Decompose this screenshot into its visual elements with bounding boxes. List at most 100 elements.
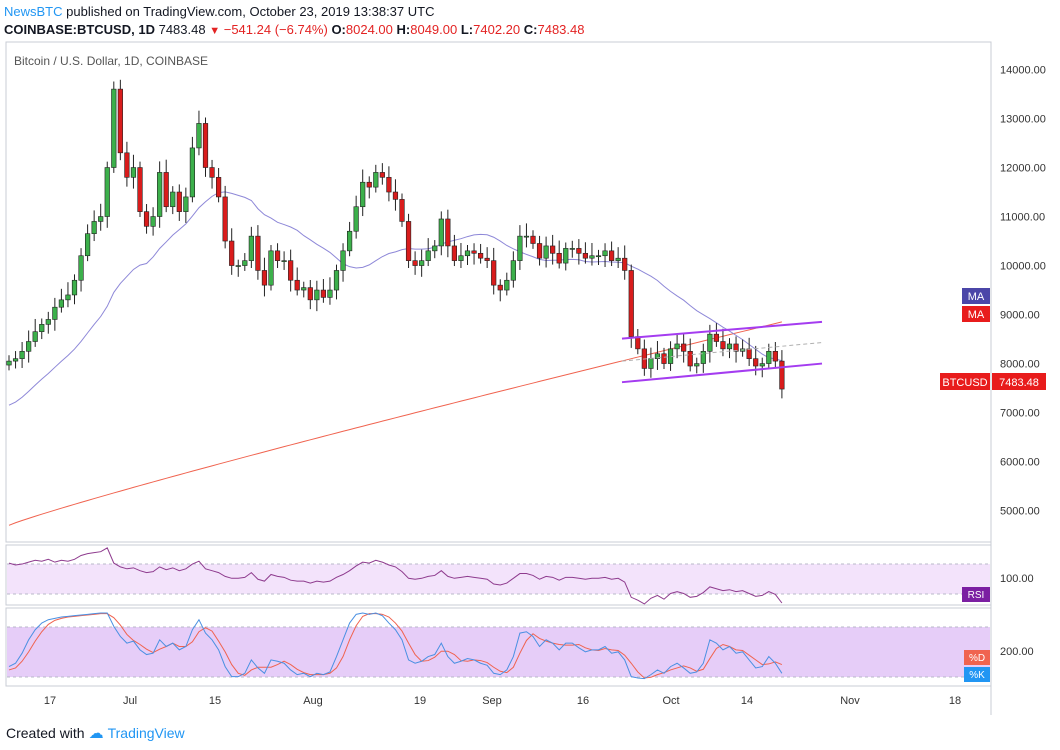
time-tick-label: Aug	[303, 695, 323, 707]
candle-body	[399, 199, 405, 222]
price-axis: 14000.00 13000.00 12000.00 11000.00 10000.00…	[1000, 65, 1046, 518]
channel-lower	[621, 362, 823, 384]
candle-body	[674, 343, 680, 350]
candle-body	[523, 235, 530, 238]
candle-body	[170, 191, 176, 208]
ma-label-200-bg	[962, 306, 990, 322]
tradingview-brand[interactable]: TradingView	[107, 725, 185, 741]
open-label: O:	[331, 22, 346, 37]
candle-body	[504, 279, 510, 291]
candle-body	[281, 260, 287, 262]
candle-body	[91, 221, 97, 234]
candle-body	[248, 235, 254, 261]
candle-body	[189, 147, 196, 198]
candle-body	[543, 245, 549, 259]
candle-body	[622, 257, 628, 271]
candle-body	[373, 172, 379, 188]
candle-body	[58, 299, 64, 308]
candle-body	[183, 196, 189, 212]
candle-body	[268, 250, 274, 286]
main-pane-border	[5, 41, 992, 543]
candle-body	[530, 235, 536, 244]
candle-body	[746, 348, 752, 359]
candle-body	[536, 243, 543, 259]
candle-body	[694, 363, 700, 367]
candle-body	[12, 358, 19, 362]
rsi-line	[8, 547, 783, 605]
candle-body	[648, 358, 654, 369]
candle-body	[340, 250, 346, 271]
candle-body	[104, 167, 110, 217]
candle-body	[582, 252, 588, 259]
candle-body	[772, 351, 778, 362]
candle-body	[124, 152, 130, 178]
candle-body	[451, 245, 458, 261]
candle-body	[412, 260, 418, 266]
candle-body	[216, 177, 222, 198]
candle-body	[563, 248, 569, 264]
ma-label-50-bg	[962, 288, 990, 304]
stoch-band	[7, 627, 990, 677]
newsbtc-brand[interactable]: NewsBTC	[4, 4, 63, 19]
candle-body	[497, 284, 503, 291]
candle-body	[438, 218, 444, 247]
candle-body	[98, 216, 104, 222]
candle-body	[85, 233, 91, 257]
candle-body	[608, 250, 615, 261]
publish-info: published on TradingView.com, October 23…	[66, 4, 435, 19]
price-tick-label: 10000.00	[1000, 261, 1046, 273]
candle-body	[405, 221, 412, 261]
stoch-k-label-bg	[964, 667, 990, 682]
candle-body	[628, 270, 634, 337]
low-value: 7402.20	[473, 22, 521, 37]
price-tick-label: 12000.00	[1000, 163, 1046, 175]
candle-body	[196, 123, 202, 149]
candle-body	[753, 358, 759, 367]
candle-body	[700, 351, 706, 364]
candle-body	[333, 270, 340, 291]
low-label: L:	[460, 22, 474, 37]
candle-body	[576, 248, 582, 254]
time-tick-label: 14	[741, 695, 753, 707]
candle-body	[720, 341, 726, 350]
stoch-d-path	[8, 613, 783, 679]
publish-line: NewsBTC published on TradingView.com, Oc…	[4, 4, 434, 19]
tradingview-logo-icon[interactable]: ☁	[88, 725, 104, 742]
last-price-tag: 7483.48	[999, 377, 1039, 389]
footer: Created with ☁ TradingView	[6, 724, 185, 742]
price-tick-label: 9000.00	[1000, 310, 1040, 322]
price-tick-label: 6000.00	[1000, 457, 1040, 469]
candle-body	[360, 181, 366, 208]
candle-body	[353, 206, 359, 232]
ma-50-path	[8, 191, 783, 406]
candle-body	[229, 240, 235, 266]
candle-body	[713, 333, 719, 342]
candle-body	[458, 255, 464, 261]
candle-body	[654, 353, 661, 359]
candle-body	[687, 351, 693, 367]
price-change: −541.24 (−6.74%)	[223, 22, 328, 37]
candle-body	[320, 289, 327, 298]
channel-lines	[621, 320, 823, 384]
down-arrow-icon: ▼	[209, 25, 221, 37]
candle-body	[681, 343, 687, 352]
candle-body	[235, 265, 241, 267]
time-axis: 17 Jul 15 Aug 19 Sep 16 Oct 14 Nov 18	[44, 695, 961, 707]
time-tick-label: Sep	[482, 695, 502, 707]
stoch-lines	[8, 612, 783, 680]
symbol-name: COINBASE:BTCUSD, 1D	[4, 22, 155, 37]
time-tick-label: 17	[44, 695, 56, 707]
last-price-symbol: BTCUSD	[942, 377, 987, 389]
ohlc-line: COINBASE:BTCUSD, 1D 7483.48 ▼ −541.24 (−…	[4, 22, 584, 37]
candle-body	[733, 343, 739, 352]
high-label: H:	[396, 22, 411, 37]
time-tick-label: 15	[209, 695, 221, 707]
last-price-tag-bg	[992, 373, 1046, 390]
candle-body	[261, 270, 268, 286]
stoch-d-label-bg	[964, 650, 990, 665]
time-tick-label: 19	[414, 695, 426, 707]
candle-body	[222, 196, 228, 242]
candle-body	[510, 260, 516, 281]
price-tick-label: 5000.00	[1000, 506, 1040, 518]
